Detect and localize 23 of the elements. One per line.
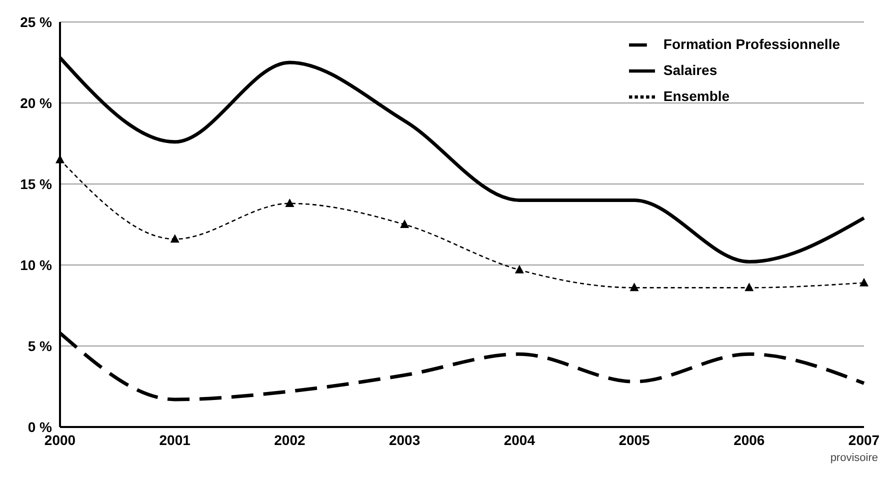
legend-label: Formation Professionnelle — [663, 36, 840, 52]
point — [744, 282, 754, 292]
x-tick-label: 2001 — [159, 432, 191, 448]
point — [630, 282, 639, 292]
y-tick-label: 10 % — [20, 256, 53, 273]
point — [285, 198, 294, 207]
x-tick-label: 2006 — [734, 432, 765, 448]
point — [514, 264, 524, 274]
x-tick-label: 2007 — [848, 432, 880, 448]
text: provisoire — [830, 452, 878, 464]
point — [170, 234, 180, 243]
x-tick-label: 2003 — [388, 432, 420, 448]
y-tick-label: 5 % — [28, 338, 53, 354]
x-tick-label: 2005 — [618, 432, 650, 448]
point — [860, 278, 868, 286]
legend-label: Ensemble — [663, 88, 730, 104]
x-tick-label: 2004 — [504, 432, 536, 448]
y-tick-label: 20 % — [20, 94, 53, 111]
x-tick-label: 2002 — [274, 432, 306, 448]
y-tick-label: 25 % — [20, 14, 53, 30]
point — [400, 220, 410, 228]
legend-label: Salaires — [663, 62, 718, 78]
y-tick-label: 15 % — [20, 176, 53, 192]
